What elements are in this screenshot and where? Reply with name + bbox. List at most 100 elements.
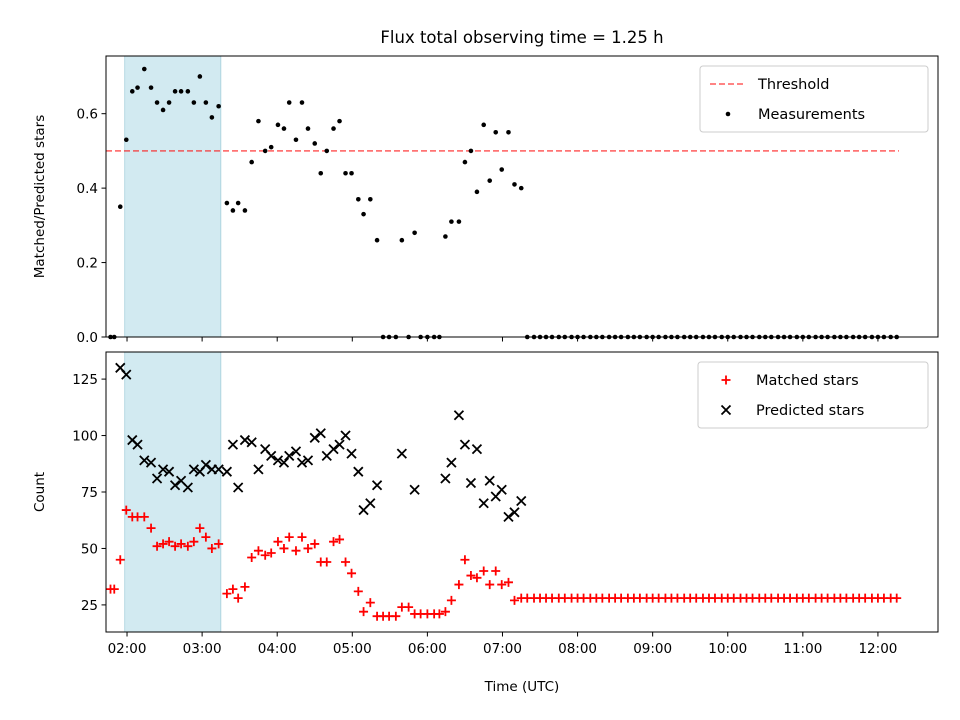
data-point — [139, 512, 149, 522]
data-point — [509, 507, 520, 518]
data-point — [145, 457, 157, 468]
chart-title: Flux total observing time = 1.25 h — [380, 28, 663, 47]
data-point — [472, 573, 482, 583]
data-point — [297, 532, 307, 542]
data-point — [169, 480, 181, 491]
x-tick-label: 08:00 — [558, 641, 597, 657]
bottom-y-tick-label: 50 — [81, 541, 98, 557]
data-point — [284, 532, 294, 542]
data-point — [268, 144, 274, 150]
data-point — [440, 473, 451, 484]
data-point — [446, 595, 456, 605]
data-point — [239, 434, 251, 446]
data-point — [115, 555, 125, 565]
data-point — [214, 539, 224, 549]
data-point — [188, 464, 199, 475]
bottom-y-tick-label: 125 — [72, 372, 98, 388]
data-point — [299, 100, 305, 105]
bottom-panel: 02:00 03:00 04:00 05:00 06:00 07:00 08:00 09:00… — [32, 351, 939, 695]
data-point — [481, 122, 487, 128]
data-point — [459, 439, 471, 450]
data-point — [256, 118, 261, 124]
data-point — [281, 126, 287, 131]
data-point — [260, 550, 270, 560]
data-point — [359, 607, 369, 617]
data-point — [109, 584, 119, 594]
x-tick-label: 12:00 — [858, 641, 897, 657]
data-point — [213, 464, 224, 475]
data-point — [132, 439, 143, 450]
data-point — [315, 428, 326, 439]
data-point — [183, 541, 193, 551]
data-point — [201, 532, 211, 542]
data-point — [396, 448, 407, 459]
data-point — [474, 189, 480, 195]
data-point — [230, 208, 236, 213]
data-point — [246, 437, 257, 448]
bottom-series-predicted-stars — [115, 362, 527, 522]
legend-plus-swatch — [721, 375, 731, 385]
data-point — [197, 74, 203, 79]
data-point — [309, 432, 320, 443]
x-tick-label: 07:00 — [483, 641, 522, 657]
data-point — [278, 457, 290, 468]
data-point — [365, 598, 375, 608]
legend-x-swatch — [720, 404, 732, 416]
data-point — [353, 466, 364, 477]
data-point — [296, 457, 308, 468]
data-point — [172, 89, 178, 94]
data-point — [334, 439, 345, 450]
data-point — [273, 537, 283, 547]
data-point — [493, 129, 499, 135]
data-point — [148, 85, 154, 90]
data-point — [240, 582, 250, 592]
data-point — [391, 611, 401, 621]
data-point — [335, 534, 345, 544]
data-point — [449, 219, 454, 224]
data-point — [272, 455, 284, 466]
data-point — [178, 89, 184, 94]
data-point — [191, 100, 197, 105]
data-point — [266, 450, 277, 462]
data-point — [185, 89, 191, 94]
data-point — [499, 167, 505, 172]
data-point — [343, 170, 348, 176]
data-point — [328, 443, 339, 455]
data-point — [253, 546, 263, 556]
data-point — [166, 100, 172, 105]
data-point — [434, 609, 444, 619]
data-point — [466, 571, 476, 581]
data-point — [233, 593, 243, 603]
data-point — [275, 122, 281, 128]
data-point — [151, 473, 163, 484]
data-point — [347, 568, 357, 578]
top-panel: 0.0 0.2 0.4 0.6 Matched/Predicted stars Thres… — [32, 55, 939, 346]
data-point — [509, 595, 519, 605]
data-point — [291, 546, 301, 556]
data-point — [233, 482, 244, 493]
x-tick-label: 09:00 — [633, 641, 672, 657]
data-point — [371, 480, 383, 491]
bottom-legend: Matched stars Predicted stars — [697, 361, 929, 429]
x-tick-label: 10:00 — [708, 641, 747, 657]
data-point — [356, 196, 361, 202]
data-point — [412, 230, 417, 236]
data-point — [293, 137, 299, 143]
data-point — [182, 482, 193, 493]
bottom-y-tick-label: 100 — [72, 429, 98, 445]
top-y-tick-label: 0.2 — [77, 256, 98, 272]
data-point — [129, 89, 135, 94]
data-point — [374, 237, 380, 243]
data-point — [443, 234, 448, 239]
top-y-tick-label: 0.6 — [77, 107, 98, 123]
data-point — [484, 475, 495, 486]
data-point — [497, 580, 507, 590]
data-point — [516, 495, 527, 507]
data-point — [121, 369, 132, 380]
data-point — [462, 159, 468, 165]
data-point — [209, 115, 215, 120]
data-point — [216, 103, 221, 109]
data-point — [302, 455, 314, 466]
data-point — [479, 566, 489, 576]
